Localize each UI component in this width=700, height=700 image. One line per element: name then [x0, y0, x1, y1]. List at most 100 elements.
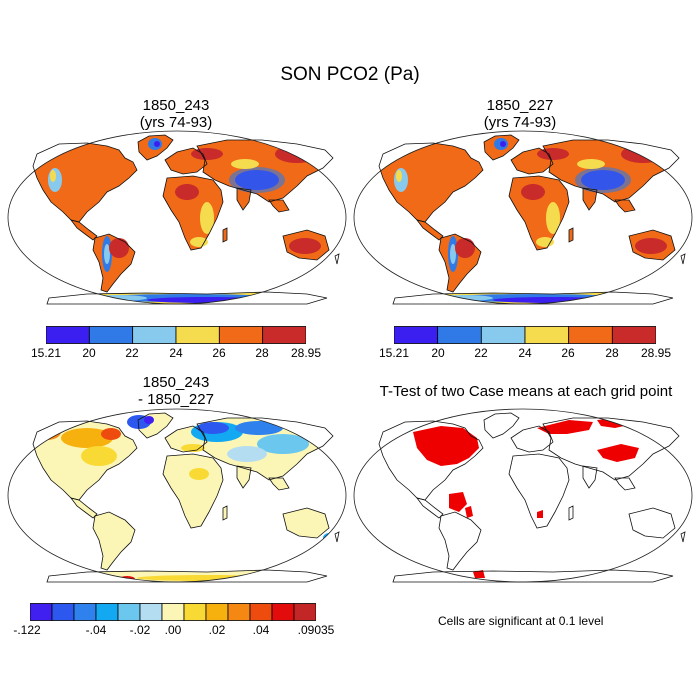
significance-note: Cells are significant at 0.1 level	[438, 614, 604, 628]
colorbar-label: -.02	[129, 623, 151, 637]
russia-high	[537, 148, 569, 160]
sig-amazon	[449, 492, 467, 512]
greenland-core	[500, 141, 506, 147]
coastline-greenland	[483, 412, 520, 439]
colorbar-label: 28.95	[640, 346, 672, 360]
coastline-asia	[542, 139, 680, 203]
colorbar-swatch	[218, 326, 264, 344]
coastline-india	[582, 187, 598, 211]
colorbar-swatch	[271, 603, 295, 621]
map-border	[7, 408, 347, 583]
colorbar-swatch	[524, 326, 570, 344]
colorbar-swatch	[611, 326, 656, 344]
tibet-margin	[229, 167, 285, 193]
colorbar-swatch	[249, 603, 273, 621]
colorbar-swatch	[394, 326, 439, 344]
australia-interior	[635, 238, 667, 254]
antarctic-east	[137, 575, 277, 581]
amazon	[455, 238, 475, 258]
sig-africa	[537, 510, 543, 518]
panel-title-top-left: 1850_243 (yrs 74-93)	[6, 97, 346, 131]
coastlines	[378, 412, 686, 583]
colorbar-label: 26	[561, 346, 575, 360]
colorbar-label: 28.95	[290, 346, 322, 360]
sig-north-america	[413, 426, 479, 466]
coastline-europe	[164, 147, 208, 175]
colorbar-label: 15.21	[378, 346, 410, 360]
coastline-greenland	[483, 134, 520, 161]
colorbar-label: .09035	[297, 623, 335, 637]
colorbar-label: 28	[255, 346, 269, 360]
land-australia	[283, 508, 329, 538]
panel-title-line1: 1850_243	[142, 97, 210, 114]
coastline-seasia	[268, 199, 290, 213]
coastline-samerica	[92, 511, 136, 571]
panel-title-line1: 1850_243	[142, 374, 210, 391]
coastline-australia	[282, 507, 330, 539]
colorbar-label: 26	[212, 346, 226, 360]
colorbar-swatch	[88, 326, 134, 344]
colorbar-swatch	[139, 603, 163, 621]
land-camerica	[71, 220, 97, 240]
map-difference	[7, 408, 347, 583]
map-ttest-significance	[353, 408, 693, 583]
colorbar-label: 20	[82, 346, 96, 360]
colorbar-case-1850-227	[394, 326, 656, 344]
coastline-africa	[162, 175, 224, 251]
tibet-margin	[575, 167, 631, 193]
coastline-nz	[334, 531, 340, 543]
coastline-africa	[508, 175, 570, 251]
coastlines	[32, 412, 340, 583]
coastline-madagascar	[568, 227, 574, 243]
colorbar-swatch	[175, 326, 220, 344]
antarctic-core	[493, 297, 613, 303]
land-madagascar	[223, 228, 227, 242]
colorbar-swatch	[437, 326, 482, 344]
land-camerica	[71, 498, 97, 518]
sig-antarctica	[473, 570, 485, 578]
coastline-madagascar	[568, 505, 574, 521]
central-asia	[231, 159, 259, 169]
east-asia-negative	[257, 434, 309, 454]
andes-ridge	[104, 244, 110, 264]
australia-interior	[289, 238, 321, 254]
colorbar-label: .04	[252, 623, 270, 637]
coastline-namerica	[378, 142, 484, 223]
colorbar-label: 20	[431, 346, 445, 360]
sahara-high	[175, 184, 199, 200]
land-seasia	[269, 478, 289, 490]
land-camerica	[417, 220, 443, 240]
coastline-namerica	[32, 142, 138, 223]
map-border	[353, 130, 693, 305]
map-case-1850-227	[353, 130, 693, 305]
coastline-samerica	[438, 233, 482, 293]
amazon	[109, 238, 129, 258]
land-namerica	[379, 143, 483, 222]
panel-title-top-right: 1850_227 (yrs 74-93)	[350, 97, 690, 131]
coastline-europe	[510, 147, 554, 175]
coastline-seasia	[268, 477, 290, 491]
coastline-greenland	[137, 134, 174, 161]
coastline-madagascar	[222, 227, 228, 243]
colorbar-label: .02	[208, 623, 226, 637]
panel-title-line1: T-Test of two Case means at each grid po…	[379, 383, 673, 400]
coastline-greenland	[137, 412, 174, 439]
map-border	[7, 130, 347, 305]
us-positive	[81, 446, 117, 466]
colorbar-swatch	[95, 603, 119, 621]
land-namerica	[33, 143, 137, 222]
colorbar-swatch	[73, 603, 97, 621]
coastline-seasia	[614, 477, 636, 491]
central-asia	[577, 159, 605, 169]
coastline-europe	[510, 425, 554, 453]
coastline-namerica	[378, 420, 484, 501]
europe-slight	[181, 444, 205, 452]
colorbar-swatch	[161, 603, 185, 621]
coastline-africa	[162, 453, 224, 529]
panel-title-bottom-right: T-Test of two Case means at each grid po…	[356, 383, 696, 400]
south-africa-plateau	[536, 237, 554, 247]
colorbar-swatch	[132, 326, 177, 344]
colorbar-swatch	[30, 603, 53, 621]
hudson-positive	[101, 428, 121, 440]
land-layer	[33, 135, 339, 304]
